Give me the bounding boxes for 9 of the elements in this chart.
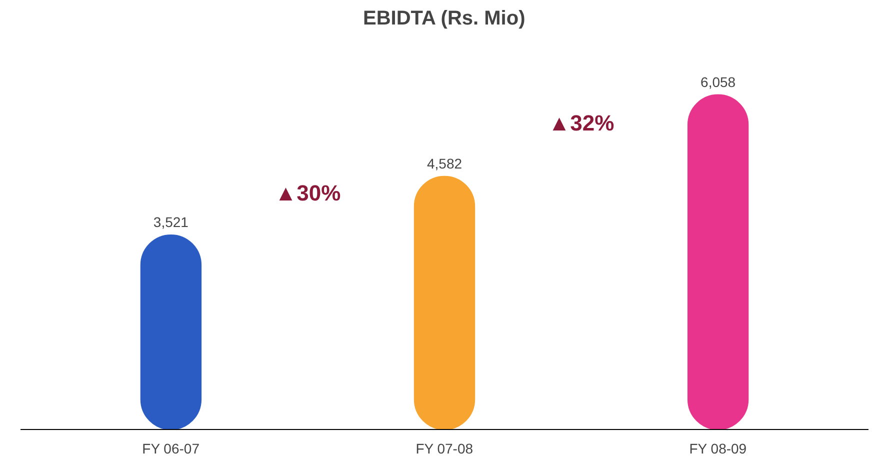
data-label: 6,058 <box>700 74 736 90</box>
x-tick-label: FY 07-08 <box>416 440 474 456</box>
x-tick-label: FY 08-09 <box>689 440 747 456</box>
x-tick-label: FY 06-07 <box>142 440 200 456</box>
annotation: ▲32% <box>548 110 614 136</box>
data-label: 4,582 <box>426 155 462 172</box>
chart-title: EBIDTA (Rs. Mio) <box>363 8 526 30</box>
annotation: ▲30% <box>274 180 341 206</box>
data-label: 3,521 <box>153 214 189 230</box>
